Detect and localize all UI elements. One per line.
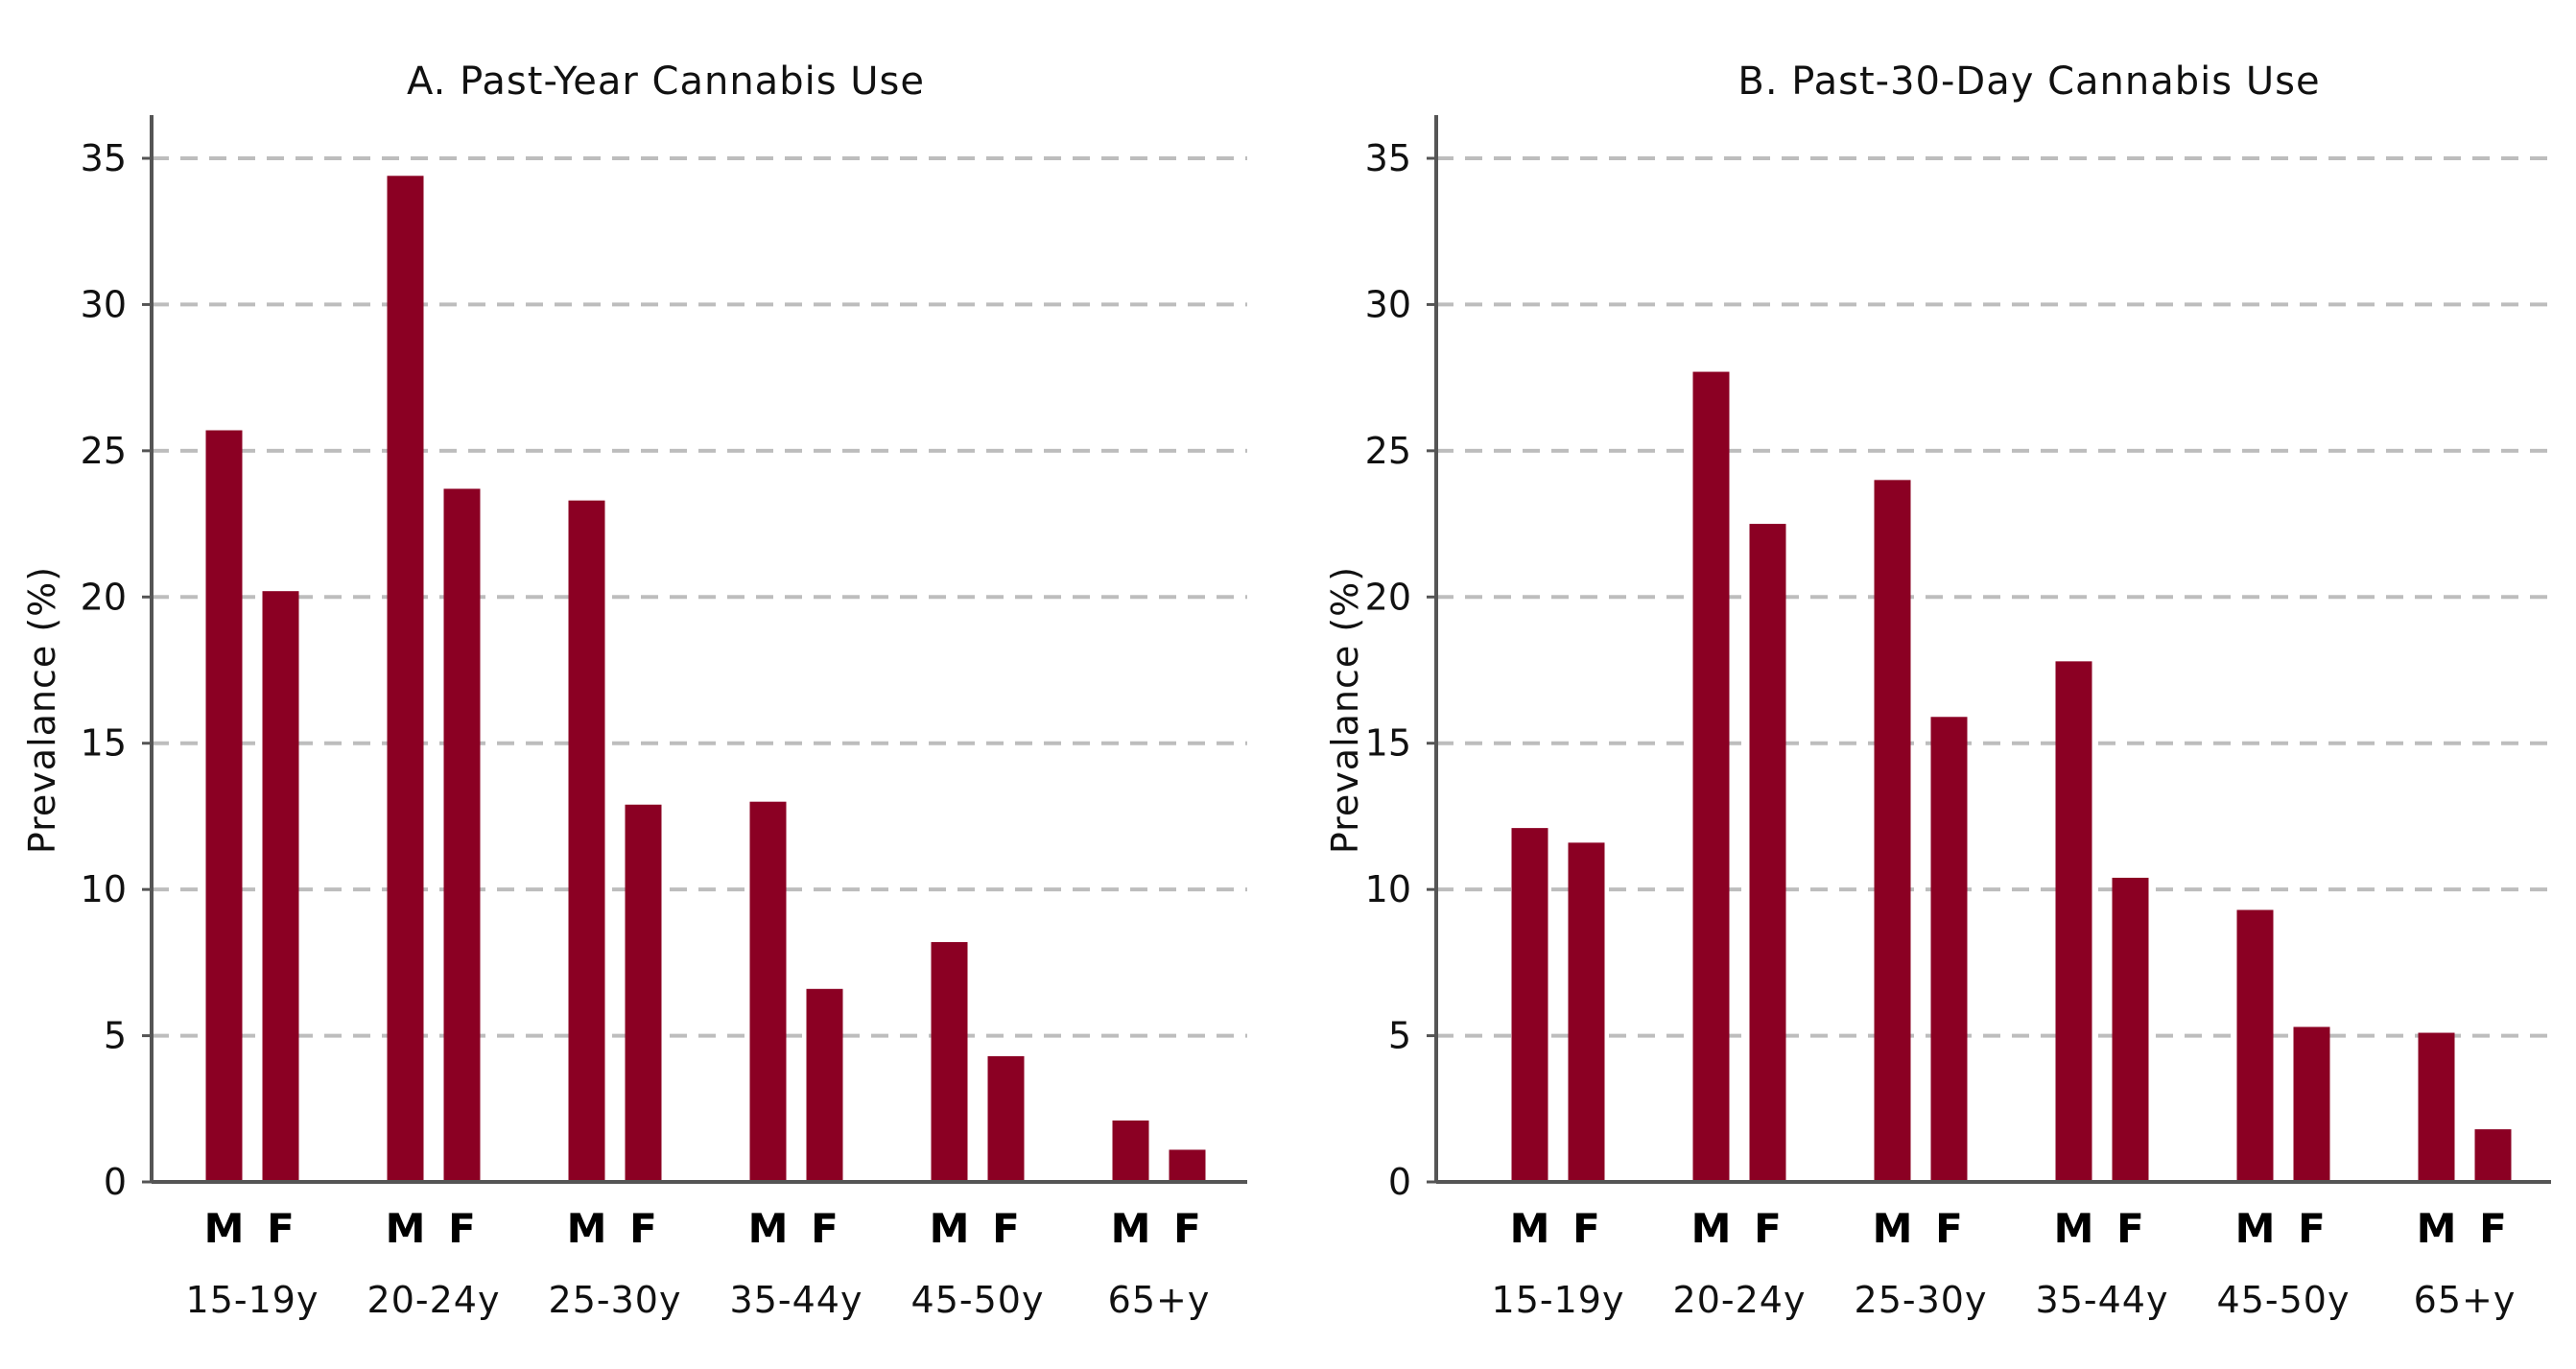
bar-f-45-50y: [987, 1055, 1025, 1182]
bar-m-15-19y: [1511, 828, 1548, 1182]
y-tick-label: 0: [1388, 1161, 1411, 1203]
series-label: F: [267, 1205, 295, 1252]
y-tick-label: 20: [1365, 576, 1411, 618]
series-label: F: [992, 1205, 1020, 1252]
series-label: F: [448, 1205, 476, 1252]
x-category-label: 25-30y: [1855, 1279, 1988, 1321]
chart-panel-a: A. Past-Year Cannabis Use 0 5 10 15 20 25 30 35 P…: [21, 59, 1247, 1321]
bar-f-65+y: [1169, 1149, 1206, 1182]
bar-f-15-19y: [1568, 842, 1605, 1182]
x-category-label: 65+y: [1108, 1279, 1211, 1321]
y-tick-label: 5: [104, 1015, 127, 1057]
y-tick-label: 5: [1388, 1015, 1411, 1057]
y-axis-label: Prevalance (%): [21, 566, 63, 854]
series-label: F: [1572, 1205, 1600, 1252]
series-label: M: [2235, 1205, 2276, 1252]
chart-title: B. Past-30-Day Cannabis Use: [1737, 59, 2320, 104]
series-label: F: [1935, 1205, 1963, 1252]
bar-f-20-24y: [443, 488, 481, 1182]
chart-panel-b: B. Past-30-Day Cannabis Use 0 5 10 15 20 25 30 3…: [1324, 59, 2551, 1321]
series-label: M: [930, 1205, 970, 1252]
bar-m-25-30y: [568, 500, 605, 1182]
bar-m-15-19y: [205, 430, 243, 1182]
series-label: M: [386, 1205, 426, 1252]
series-label: F: [2116, 1205, 2144, 1252]
chart-title: A. Past-Year Cannabis Use: [407, 59, 925, 104]
bar-f-35-44y: [2112, 877, 2149, 1182]
y-tick-label: 15: [1365, 722, 1411, 765]
y-tick-label: 25: [81, 430, 127, 472]
series-label: F: [2479, 1205, 2507, 1252]
y-tick-label: 35: [81, 137, 127, 179]
y-tick-label: 10: [1365, 868, 1411, 910]
bar-f-25-30y: [1930, 717, 1968, 1182]
bar-m-65+y: [1112, 1120, 1149, 1182]
x-category-label: 65+y: [2414, 1279, 2517, 1321]
bar-f-15-19y: [262, 591, 299, 1182]
series-label: M: [204, 1205, 245, 1252]
series-label: M: [2417, 1205, 2457, 1252]
x-category-label: 35-44y: [2036, 1279, 2169, 1321]
x-category-label: 45-50y: [2217, 1279, 2351, 1321]
series-label: F: [1173, 1205, 1201, 1252]
x-category-label: 45-50y: [911, 1279, 1045, 1321]
y-tick-label: 30: [81, 283, 127, 325]
y-tick-label: 30: [1365, 283, 1411, 325]
y-tick-label: 25: [1365, 430, 1411, 472]
x-category-label: 15-19y: [186, 1279, 319, 1321]
bar-m-65+y: [2418, 1032, 2455, 1182]
bar-m-20-24y: [1692, 371, 1730, 1182]
y-tick-label: 35: [1365, 137, 1411, 179]
series-label: M: [1691, 1205, 1732, 1252]
series-label: M: [567, 1205, 607, 1252]
x-category-label: 15-19y: [1492, 1279, 1625, 1321]
bar-f-65+y: [2474, 1129, 2512, 1182]
series-label: M: [1111, 1205, 1151, 1252]
bar-m-35-44y: [749, 801, 787, 1182]
series-label: M: [1873, 1205, 1913, 1252]
bar-m-20-24y: [387, 176, 424, 1183]
bar-m-35-44y: [2055, 661, 2092, 1182]
y-axis-label: Prevalance (%): [1324, 566, 1366, 854]
series-label: F: [1754, 1205, 1782, 1252]
x-category-label: 25-30y: [549, 1279, 682, 1321]
series-label: F: [629, 1205, 657, 1252]
x-category-label: 35-44y: [730, 1279, 863, 1321]
bar-m-45-50y: [2236, 909, 2274, 1182]
series-label: M: [1510, 1205, 1550, 1252]
series-label: F: [811, 1205, 839, 1252]
bar-f-35-44y: [806, 988, 843, 1182]
series-label: M: [748, 1205, 789, 1252]
y-tick-label: 0: [104, 1161, 127, 1203]
bar-m-45-50y: [931, 942, 968, 1182]
x-category-label: 20-24y: [1673, 1279, 1807, 1321]
y-tick-label: 15: [81, 722, 127, 765]
bar-f-45-50y: [2293, 1027, 2330, 1182]
bar-f-20-24y: [1749, 524, 1786, 1182]
y-tick-label: 20: [81, 576, 127, 618]
x-category-label: 20-24y: [367, 1279, 501, 1321]
series-label: F: [2298, 1205, 2326, 1252]
bar-m-25-30y: [1874, 480, 1911, 1182]
bar-f-25-30y: [625, 804, 662, 1182]
series-label: M: [2054, 1205, 2094, 1252]
y-tick-label: 10: [81, 868, 127, 910]
